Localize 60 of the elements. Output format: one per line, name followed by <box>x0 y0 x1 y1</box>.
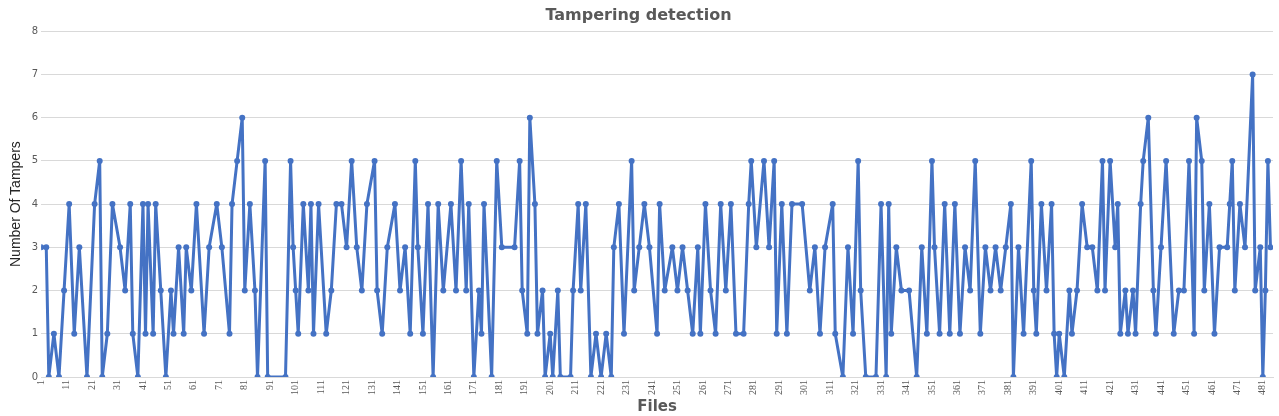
x-tick-label: 141 <box>391 380 403 395</box>
x-tick-label: 111 <box>314 380 326 395</box>
x-tick-label: 431 <box>1129 380 1141 395</box>
x-tick-label: 341 <box>900 380 912 395</box>
y-tick-label: 0 <box>31 370 39 382</box>
x-tick-label: 81 <box>238 380 250 390</box>
y-tick-label: 1 <box>31 327 39 339</box>
x-tick-label: 121 <box>340 380 352 395</box>
x-tick-label: 271 <box>721 380 733 395</box>
x-tick-label: 451 <box>1180 380 1192 395</box>
x-tick-label: 471 <box>1230 380 1242 395</box>
x-tick-label: 481 <box>1256 380 1268 395</box>
x-tick-label: 351 <box>925 380 937 395</box>
x-tick-label: 371 <box>976 380 988 395</box>
x-tick-label: 321 <box>849 380 861 395</box>
x-tick-label: 191 <box>518 380 530 395</box>
x-tick-label: 181 <box>492 380 504 395</box>
x-tick-label: 201 <box>543 380 555 395</box>
y-tick-label: 7 <box>31 68 39 80</box>
x-tick-label: 161 <box>442 380 454 395</box>
x-tick-label: 311 <box>823 380 835 395</box>
x-tick-label: 441 <box>1154 380 1166 395</box>
x-axis-title: Files <box>637 396 677 415</box>
x-tick-label: 221 <box>594 380 606 395</box>
x-tick-label: 21 <box>85 380 97 390</box>
y-tick-label: 5 <box>31 154 39 166</box>
x-tick-label: 131 <box>365 380 377 395</box>
x-tick-label: 461 <box>1205 380 1217 395</box>
y-axis-title: Number Of Tampers <box>7 141 24 267</box>
x-tick-label: 61 <box>187 380 199 390</box>
x-tick-label: 41 <box>136 380 148 390</box>
x-tick-label: 281 <box>747 380 759 395</box>
x-tick-label: 331 <box>874 380 886 395</box>
y-tick-label: 4 <box>31 197 39 209</box>
x-tick-label: 251 <box>671 380 683 395</box>
x-tick-label: 261 <box>696 380 708 395</box>
x-tick-label: 421 <box>1103 380 1115 395</box>
chart-title: Tampering detection <box>545 4 732 24</box>
x-tick-label: 11 <box>60 380 72 390</box>
x-tick-label: 71 <box>212 380 224 390</box>
x-tick-label: 171 <box>467 380 479 395</box>
x-tick-label: 381 <box>1001 380 1013 395</box>
x-tick-label: 51 <box>162 380 174 390</box>
y-tick-label: 8 <box>31 24 39 36</box>
x-tick-label: 151 <box>416 380 428 395</box>
x-tick-label: 361 <box>951 380 963 395</box>
x-tick-label: 401 <box>1052 380 1064 395</box>
x-tick-label: 291 <box>772 380 784 395</box>
x-tick-label: 241 <box>645 380 657 395</box>
y-tick-label: 3 <box>31 240 39 252</box>
x-tick-label: 101 <box>289 380 301 395</box>
x-tick-label: 211 <box>569 380 581 395</box>
x-tick-label: 391 <box>1027 380 1039 395</box>
x-tick-label: 231 <box>620 380 632 395</box>
y-tick-label: 6 <box>31 111 39 123</box>
y-tick-label: 2 <box>31 284 39 296</box>
x-tick-label: 31 <box>111 380 123 390</box>
x-tick-label: 91 <box>263 380 275 390</box>
x-tick-label: 301 <box>798 380 810 395</box>
x-tick-label: 411 <box>1078 380 1090 395</box>
